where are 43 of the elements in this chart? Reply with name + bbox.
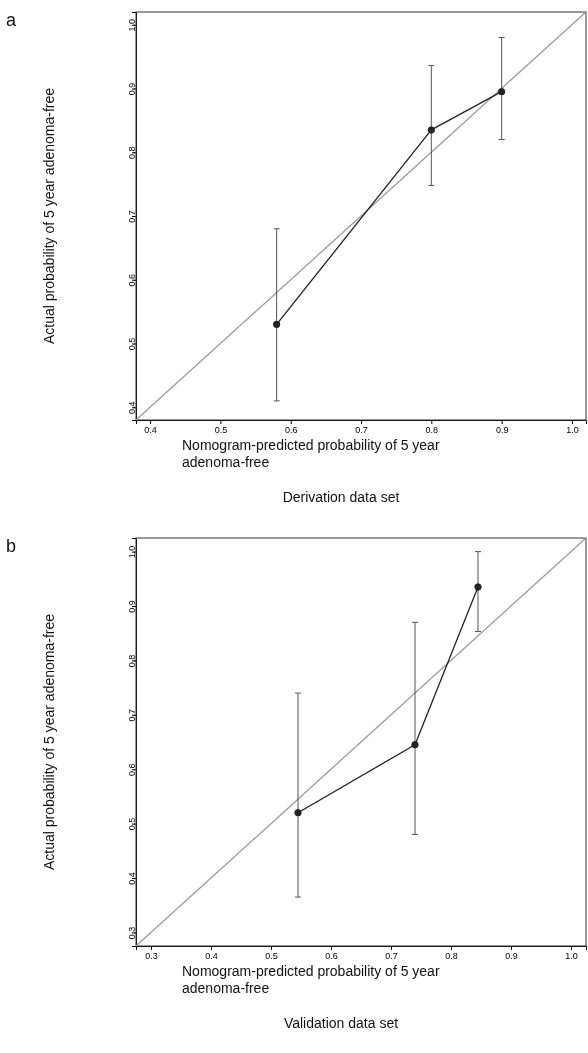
text: b	[6, 536, 17, 556]
y-axis-title: Actual probability of 5 year adenoma-free	[41, 87, 57, 345]
point	[272, 320, 281, 329]
text: Derivation data set	[282, 489, 400, 505]
y-tick-label: 1.0	[126, 18, 137, 32]
x-tick-label: 0.7	[355, 425, 368, 436]
x-tick-label: 0.5	[214, 425, 228, 436]
x-tick-label: 0.3	[145, 951, 158, 962]
y-tick-label: 0.5	[126, 337, 137, 351]
x-axis-title: Nomogram-predicted probability of 5 year adenoma-free	[182, 437, 440, 470]
text: a	[6, 10, 17, 30]
x-tick-label: 0.6	[284, 425, 298, 436]
x-tick-label: 0.4	[205, 951, 218, 962]
y-tick-label: 0.9	[126, 600, 137, 613]
point	[411, 741, 419, 749]
y-tick-label: 0.9	[126, 82, 137, 96]
x-tick-label: 0.6	[325, 951, 338, 962]
point	[474, 583, 482, 591]
x-tick-label: 0.5	[265, 951, 278, 962]
x-tick-label: 0.4	[144, 425, 157, 436]
point	[497, 87, 506, 96]
y-axis-title: Actual probability of 5 year adenoma-free	[41, 613, 57, 871]
y-tick-label: 0.8	[126, 654, 137, 668]
y-tick-label: 0.7	[126, 210, 137, 223]
point	[427, 126, 436, 134]
point	[294, 809, 302, 817]
y-tick-label: 0.3	[126, 926, 137, 940]
x-tick-label: 0.9	[505, 951, 518, 962]
y-tick-label: 0.5	[126, 817, 137, 831]
x-tick-label: 1.0	[566, 425, 579, 436]
y-tick-label: 0.8	[126, 146, 137, 160]
y-tick-label: 0.6	[126, 763, 137, 776]
x-tick-label: 0.7	[385, 951, 398, 962]
y-tick-label: 0.7	[126, 709, 137, 722]
x-tick-label: 0.8	[425, 425, 439, 436]
x-axis-title: Nomogram-predicted probability of 5 year adenoma-free	[182, 963, 440, 996]
x-tick-label: 1.0	[565, 951, 578, 962]
y-tick-label: 0.6	[126, 273, 137, 287]
x-tick-label: 0.9	[495, 425, 509, 436]
y-tick-label: 1.0	[126, 545, 137, 559]
x-tick-label: 0.8	[445, 951, 458, 962]
y-tick-label: 0.4	[126, 401, 137, 415]
text: Validation data set	[283, 1015, 399, 1031]
